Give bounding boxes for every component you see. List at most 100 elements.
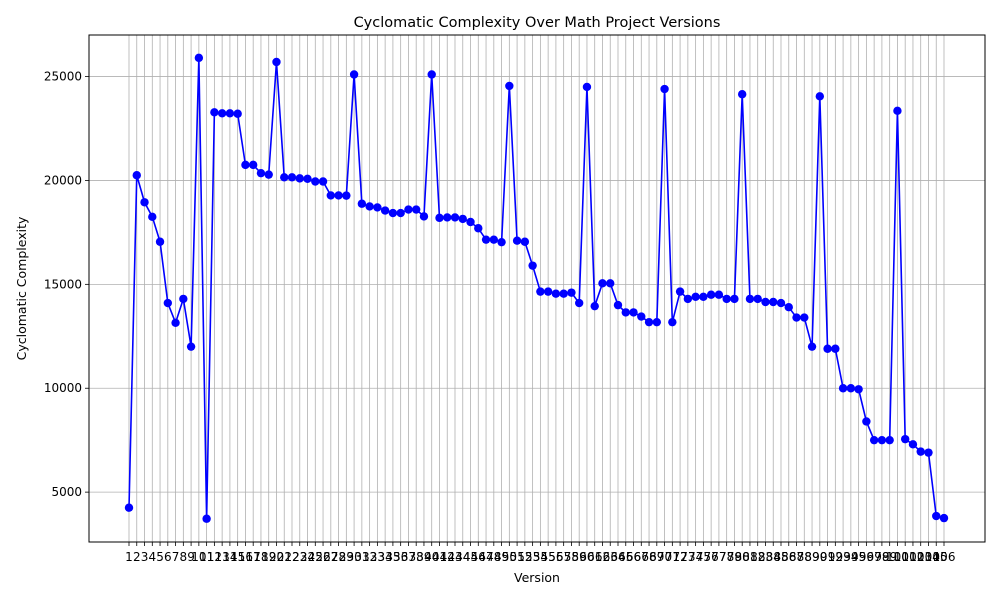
x-tick-label: 41 — [432, 550, 447, 564]
data-point — [877, 435, 887, 445]
x-tick-label: 51 — [509, 550, 524, 564]
data-point — [380, 206, 390, 215]
x-tick-label: 61 — [587, 550, 602, 564]
data-point — [893, 106, 902, 116]
x-axis-label: Version — [514, 570, 560, 585]
x-tick-label: 38 — [409, 550, 424, 564]
x-tick-label: 67 — [634, 550, 649, 564]
x-tick-label: 40 — [424, 550, 439, 564]
data-point — [854, 385, 863, 394]
x-tick-label: 97 — [867, 550, 882, 564]
x-tick-label: 14 — [222, 550, 237, 564]
data-point — [357, 199, 367, 208]
x-tick-label: 99 — [882, 550, 897, 564]
data-point — [621, 308, 630, 317]
x-tick-label: 100 — [886, 550, 909, 564]
data-point — [807, 342, 817, 351]
data-point — [373, 203, 382, 212]
x-tick-label: 8 — [180, 550, 188, 564]
data-point — [924, 448, 933, 457]
x-tick-label: 23 — [292, 550, 307, 564]
x-tick-label: 28 — [331, 550, 346, 564]
x-tick-label: 90 — [812, 550, 827, 564]
x-tick-label: 96 — [859, 550, 874, 564]
x-tick-label: 17 — [246, 550, 261, 564]
data-point — [613, 300, 623, 310]
data-point — [342, 191, 351, 200]
data-point — [505, 81, 514, 91]
data-point — [132, 171, 141, 180]
data-point — [885, 435, 894, 445]
data-point — [536, 287, 545, 296]
data-point — [800, 313, 809, 322]
x-tick-label: 39 — [416, 550, 431, 564]
data-point — [210, 108, 219, 117]
data-point — [637, 312, 646, 321]
x-tick-label: 87 — [789, 550, 804, 564]
x-tick-label: 5 — [156, 550, 164, 564]
data-point — [823, 344, 832, 353]
x-tick-label: 85 — [773, 550, 788, 564]
x-tick-label: 49 — [494, 550, 509, 564]
x-tick-label: 52 — [517, 550, 532, 564]
data-point — [862, 417, 871, 426]
data-point — [248, 160, 258, 170]
x-tick-label: 82 — [750, 550, 765, 564]
data-point — [784, 303, 793, 312]
x-tick-label: 59 — [572, 550, 587, 564]
data-point — [450, 213, 460, 222]
data-point — [900, 434, 910, 444]
x-tick-label: 104 — [917, 550, 940, 564]
data-point — [722, 294, 731, 304]
data-point — [388, 208, 398, 218]
data-point — [458, 214, 467, 224]
x-tick-label: 76 — [704, 550, 719, 564]
data-point — [427, 70, 436, 79]
data-point — [691, 292, 700, 302]
x-tick-label: 33 — [370, 550, 385, 564]
x-tick-label: 7 — [172, 550, 180, 564]
data-point — [365, 202, 374, 211]
data-point — [295, 174, 304, 183]
data-point — [699, 292, 708, 302]
data-point — [497, 237, 506, 247]
x-tick-label: 88 — [797, 550, 812, 564]
x-tick-label: 24 — [300, 550, 315, 564]
data-point — [543, 287, 553, 296]
x-tick-label: 9 — [187, 550, 195, 564]
x-tick-label: 63 — [603, 550, 618, 564]
y-tick-label: 10000 — [44, 381, 82, 395]
x-tick-label: 69 — [649, 550, 664, 564]
x-tick-label: 12 — [207, 550, 222, 564]
data-point — [574, 298, 584, 308]
data-point — [140, 198, 149, 207]
x-tick-label: 15 — [230, 550, 245, 564]
x-tick-label: 62 — [595, 550, 610, 564]
x-tick-label: 54 — [533, 550, 548, 564]
data-points — [124, 53, 949, 523]
data-point — [186, 342, 196, 351]
data-point — [287, 173, 297, 182]
x-tick-label: 25 — [308, 550, 323, 564]
x-tick-label: 98 — [874, 550, 889, 564]
x-tick-label: 64 — [610, 550, 625, 564]
x-tick-label: 84 — [766, 550, 781, 564]
data-point — [838, 384, 848, 393]
data-point — [280, 173, 289, 182]
x-tick-label: 43 — [447, 550, 462, 564]
data-point — [528, 261, 537, 270]
data-point — [792, 313, 801, 322]
x-tick-label: 78 — [719, 550, 734, 564]
data-point — [831, 344, 840, 353]
x-tick-label: 37 — [401, 550, 416, 564]
x-tick-label: 36 — [393, 550, 408, 564]
x-tick-label: 34 — [378, 550, 393, 564]
data-point — [745, 294, 755, 304]
x-tick-label: 83 — [758, 550, 773, 564]
data-point — [233, 109, 242, 118]
x-tick-label: 57 — [556, 550, 571, 564]
x-tick-label: 71 — [665, 550, 680, 564]
series-line — [128, 57, 945, 519]
data-point — [776, 298, 786, 308]
data-point — [419, 212, 429, 221]
